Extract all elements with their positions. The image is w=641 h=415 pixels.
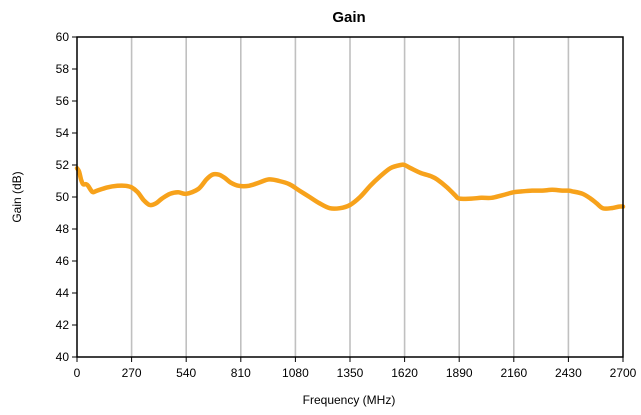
y-tick-label: 58 xyxy=(56,62,70,76)
y-tick-label: 40 xyxy=(56,350,70,364)
x-tick-label: 1350 xyxy=(337,366,364,380)
y-tick-label: 56 xyxy=(56,94,70,108)
y-tick-label: 50 xyxy=(56,190,70,204)
x-tick-label: 1890 xyxy=(446,366,473,380)
y-tick-label: 52 xyxy=(56,158,70,172)
tick-layer: 0 270 540 810 1080 1350 1620 1890 2160 2430 2700 40… xyxy=(56,30,637,380)
x-tick-label: 0 xyxy=(74,366,81,380)
chart-title: Gain xyxy=(332,9,365,26)
x-tick-label: 810 xyxy=(231,366,251,380)
y-tick-label: 46 xyxy=(56,254,70,268)
x-tick-label: 540 xyxy=(176,366,196,380)
y-tick-label: 54 xyxy=(56,126,70,140)
y-tick-label: 48 xyxy=(56,222,70,236)
grid-layer xyxy=(130,37,570,357)
y-tick-label: 42 xyxy=(56,318,70,332)
y-tick-label: 44 xyxy=(56,286,70,300)
y-axis-label: Gain (dB) xyxy=(10,171,24,222)
x-tick-label: 1620 xyxy=(391,366,418,380)
x-axis-label: Frequency (MHz) xyxy=(303,393,396,407)
gain-series-line xyxy=(74,162,626,211)
x-tick-label: 2160 xyxy=(500,366,527,380)
x-tick-label: 270 xyxy=(122,366,142,380)
x-tick-label: 2430 xyxy=(555,366,582,380)
y-tick-label: 60 xyxy=(56,30,70,44)
x-tick-label: 2700 xyxy=(610,366,637,380)
series-layer xyxy=(74,162,626,211)
x-tick-label: 1080 xyxy=(282,366,309,380)
